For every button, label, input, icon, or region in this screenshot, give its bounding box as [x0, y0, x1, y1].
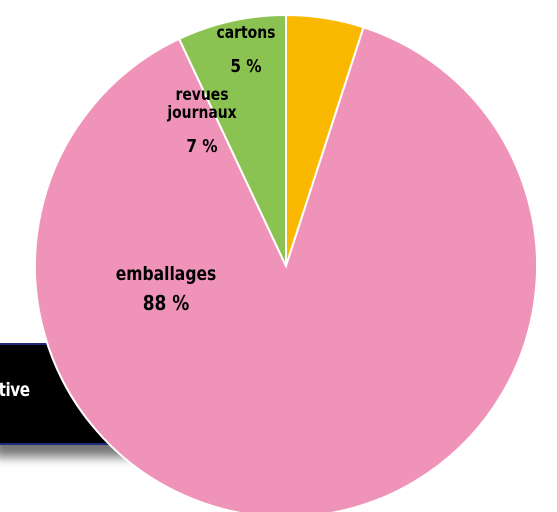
pie-slice-emballages	[34, 26, 538, 512]
pie-slices	[34, 13, 538, 512]
slice-label-revues-journaux: revues	[175, 85, 228, 105]
pie-slice-revues-journaux	[177, 13, 287, 267]
banner-text: ctive	[0, 379, 30, 401]
slice-label-emballages: emballages	[116, 264, 217, 286]
slice-value-revues-journaux: 7 %	[186, 135, 218, 157]
slice-value-cartons: 5 %	[230, 55, 262, 77]
slice-label-cartons: cartons	[217, 23, 276, 43]
slice-label-revues-journaux: journaux	[166, 103, 236, 123]
slice-value-emballages: 88 %	[143, 293, 190, 316]
